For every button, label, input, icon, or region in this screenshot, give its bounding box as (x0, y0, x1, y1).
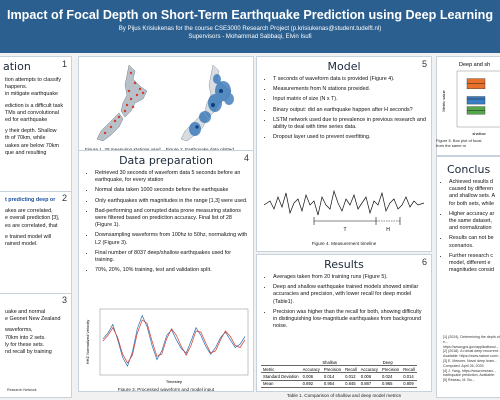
list-item: Only earthquakes with magnitudes in the … (95, 198, 249, 205)
figure5-caption: Figure 5. Box plot of focal from the sam… (436, 138, 482, 148)
waveform-series-1 (102, 319, 246, 364)
list-item: Averages taken from 20 training runs (Fi… (273, 274, 427, 281)
conclusion-heading: Conclus (447, 163, 491, 176)
results-card: Results 6 Averages taken from 20 trainin… (256, 254, 432, 392)
station-map (96, 64, 148, 142)
waveform-chart: HHZ Normalized Velocity Timestep (85, 308, 249, 384)
right-chart-card: Deep and sh Metric value shallow (436, 56, 500, 156)
box-plot-ylabel: Metric value (441, 89, 446, 111)
waveform-series-0 (102, 314, 246, 368)
metrics-table-wrap: Shallow Deep Metric Accuracy Precision Rec… (261, 359, 417, 388)
earthquake-map (180, 64, 234, 142)
results-heading: Results (324, 258, 364, 271)
conclusion-card: Conclus Achieved results d caused by dif… (436, 156, 500, 398)
list-item: Dropout layer used to prevent overfittin… (273, 134, 427, 141)
poster-subtitle: By Pijus Krisiukenas for the course CSE3… (118, 25, 382, 32)
left-footer: Research Network (7, 388, 37, 393)
poster-supervisors: Supervisors - Mohammad Sabbaqi, Elvin Is… (188, 33, 312, 40)
section-number-2: 2 (61, 193, 67, 203)
list-item: Normal data taken 1000 seconds before th… (95, 187, 249, 194)
list-item: Downsampling waveforms from 100hz to 50h… (95, 232, 249, 246)
list-item: Higher accuracy ar the same dataset, and… (449, 211, 500, 233)
list-item: Final number of 8037 deep/shallow earthq… (95, 250, 249, 264)
left-intro-text: tion attempts to classify happens. in miti… (5, 77, 64, 156)
poster-header: Impact of Focal Depth on Short-Term Eart… (0, 0, 500, 53)
figure4-caption: Figure 4. Measurement timeline (311, 241, 377, 246)
measurement-timeline: T H (263, 189, 425, 233)
box-plot: Deep and sh Metric value shallow (441, 62, 500, 136)
section-number-3: 3 (61, 295, 67, 305)
list-item: Achieved results d caused by differen an… (449, 179, 500, 208)
list-item: Binary output: did an earthquake happen … (273, 107, 427, 114)
references: [1] (2024), Determining the depth of e..… (443, 335, 500, 383)
list-item: Results can not be scenarios. (449, 235, 500, 249)
table-row: Standard Deviation 0.006 0.014 0.012 0.006… (261, 372, 417, 381)
data-preparation-heading: Data preparation (119, 154, 213, 167)
map-figures-card: Figure 1. 28 measuring stations used Fig… (78, 56, 254, 156)
box-1 (466, 96, 486, 105)
model-card: Model 5 T seconds of waveform data is pr… (256, 56, 432, 252)
left-section3-text: uake and normal e Geonet New Zealand wave… (5, 309, 61, 356)
list-item: 70%, 20%, 10% training, test and validat… (95, 267, 249, 274)
box-plot-title: Deep and sh (459, 62, 490, 68)
timeline-label-h: H (386, 227, 390, 233)
model-heading: Model (327, 60, 361, 73)
list-item: Bad-performing and corrupted data prone … (95, 208, 249, 230)
list-item: LSTM network used due to prevalence in p… (273, 117, 427, 131)
list-item: T seconds of waveform data is provided (… (273, 76, 427, 83)
list-item: Deep and shallow earthquake trained mode… (273, 284, 427, 306)
table1-caption: Table 1. Comparison of shallow and deep … (286, 393, 402, 398)
waveform-xlabel: Timestep (166, 379, 183, 384)
list-item: Input matrix of size (N x T). (273, 96, 427, 103)
left-panel: ation 1 tion attempts to classify happens… (0, 56, 72, 398)
timeline-waveform (263, 189, 425, 216)
results-list: Averages taken from 20 training runs (Fi… (257, 274, 431, 330)
section-number-1: 1 (61, 59, 67, 69)
figure1-caption: Figure 1. 28 measuring stations used Fig… (85, 147, 234, 152)
timeline-label-t: T (343, 227, 346, 233)
section-number-4: 4 (243, 153, 249, 163)
data-preparation-list: Retrieved 30 seconds of waveform data 5 … (79, 170, 253, 274)
left-section2-text: t predicting deep or akes are correlated… (5, 197, 60, 248)
left-heading: ation (3, 60, 31, 73)
table-row: Mean 0.892 0.954 0.845 0.887 0.965 0.809 (261, 380, 417, 388)
data-preparation-card: Data preparation 4 Retrieved 30 seconds … (78, 150, 254, 392)
figure3-caption: Figure 3. Processed waveform and model i… (117, 387, 215, 392)
waveform-ylabel: HHZ Normalized Velocity (85, 320, 90, 364)
poster-title: Impact of Focal Depth on Short-Term Eart… (6, 8, 494, 22)
list-item: Further research c model, different e ma… (449, 253, 500, 275)
section-number-6: 6 (421, 257, 427, 267)
list-item: Precision was higher than the recall for… (273, 309, 427, 331)
metrics-table: Shallow Deep Metric Accuracy Precision Rec… (261, 359, 417, 388)
model-list: T seconds of waveform data is provided (… (257, 76, 431, 141)
conclusion-list: Achieved results d caused by differen an… (437, 179, 500, 274)
box-plot-xlabel: shallow (472, 131, 485, 136)
list-item: Measurements from N stations provided. (273, 86, 427, 93)
section-number-5: 5 (421, 59, 427, 69)
list-item: Retrieved 30 seconds of waveform data 5 … (95, 170, 249, 184)
table-header-row: Metric Accuracy Precision Recall Accuracy P… (261, 365, 417, 374)
